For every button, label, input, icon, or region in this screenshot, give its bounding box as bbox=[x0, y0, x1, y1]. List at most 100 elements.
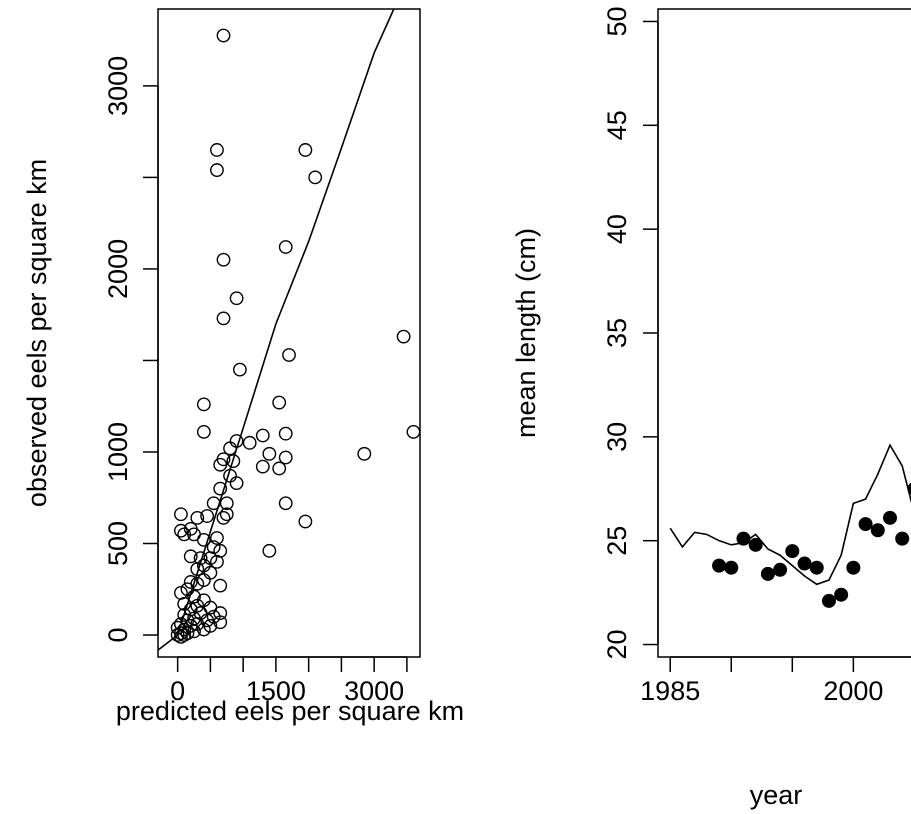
right-predicted-line-path bbox=[669, 443, 911, 586]
left-data-point bbox=[180, 626, 195, 641]
left-data-point bbox=[213, 481, 228, 496]
left-reference-curve bbox=[158, 9, 395, 652]
left-y-tick-label: 3000 bbox=[103, 56, 133, 116]
right-data-point bbox=[748, 537, 763, 552]
left-data-point bbox=[223, 441, 237, 456]
left-data-point bbox=[183, 575, 198, 589]
left-data-point bbox=[210, 163, 224, 177]
right-x-tick-label: 1985 bbox=[640, 676, 700, 706]
left-x-tick-label: 3000 bbox=[344, 676, 404, 706]
left-data-point bbox=[174, 507, 188, 522]
left-data-point bbox=[226, 454, 241, 469]
left-data-point bbox=[187, 624, 201, 639]
left-data-point bbox=[196, 573, 211, 588]
right-predicted-line bbox=[669, 443, 911, 586]
right-data-point bbox=[870, 523, 885, 538]
left-data-point bbox=[282, 348, 296, 362]
left-data-point bbox=[278, 426, 293, 441]
left-y-tick-label: 500 bbox=[103, 521, 133, 566]
left-data-point bbox=[216, 252, 231, 267]
left-data-point bbox=[216, 510, 231, 525]
left-data-point bbox=[255, 459, 270, 474]
left-data-point bbox=[196, 532, 211, 547]
right-x-tick-label: 2000 bbox=[823, 676, 883, 706]
left-data-point bbox=[210, 531, 224, 545]
left-data-point bbox=[262, 543, 277, 558]
left-data-point bbox=[272, 461, 287, 476]
left-data-point bbox=[216, 28, 231, 43]
left-data-point bbox=[177, 628, 192, 642]
left-data-point bbox=[196, 424, 211, 439]
left-data-point bbox=[213, 457, 228, 472]
left-data-point bbox=[213, 578, 228, 593]
left-data-point bbox=[196, 397, 211, 412]
right-data-point bbox=[834, 587, 849, 602]
left-data-point bbox=[278, 240, 293, 254]
left-data-point bbox=[210, 554, 224, 569]
right-data-point bbox=[895, 531, 910, 546]
left-data-point bbox=[262, 446, 277, 461]
left-data-point bbox=[170, 628, 185, 642]
left-data-point bbox=[174, 629, 188, 644]
left-data-point bbox=[357, 446, 372, 461]
left-data-point bbox=[229, 434, 244, 448]
left-data-point bbox=[213, 606, 228, 620]
right-data-point bbox=[724, 560, 739, 575]
left-data-point bbox=[272, 395, 287, 410]
left-data-point bbox=[308, 170, 323, 185]
left-data-point bbox=[213, 615, 228, 630]
right-y-axis-label: mean length (cm) bbox=[511, 228, 541, 438]
left-data-point bbox=[278, 450, 293, 465]
left-x-tick-label: 1500 bbox=[246, 676, 306, 706]
left-data-point bbox=[210, 143, 224, 157]
left-data-point bbox=[396, 329, 411, 344]
right-y-tick-label: 45 bbox=[602, 110, 632, 140]
left-data-point bbox=[203, 565, 218, 580]
right-data-point bbox=[760, 566, 775, 581]
left-axis-ticks: 0 1500 3000 0 500 1000 2000 3000 bbox=[103, 56, 408, 706]
left-data-point bbox=[190, 510, 205, 525]
left-data-point bbox=[206, 496, 221, 511]
left-scatter-panel: 0 1500 3000 0 500 1000 2000 3000 predicted eels… bbox=[22, 8, 464, 726]
left-data-point bbox=[298, 514, 313, 529]
right-data-point bbox=[712, 558, 727, 573]
left-reference-curve-path bbox=[158, 9, 395, 652]
left-data-point bbox=[229, 291, 244, 306]
left-data-point bbox=[255, 428, 270, 443]
right-data-point bbox=[907, 482, 911, 495]
left-data-point bbox=[174, 626, 188, 641]
right-data-point bbox=[809, 560, 824, 575]
left-data-points bbox=[170, 28, 421, 644]
right-y-tick-label: 40 bbox=[602, 214, 632, 244]
left-y-tick-label: 1000 bbox=[103, 422, 133, 482]
left-y-axis-label: observed eels per square km bbox=[22, 159, 52, 507]
right-data-points bbox=[712, 482, 911, 608]
left-x-axis-label: predicted eels per square km bbox=[116, 696, 464, 726]
left-data-point bbox=[187, 589, 201, 604]
right-data-point bbox=[858, 517, 873, 532]
right-x-axis-label: year bbox=[750, 780, 803, 810]
left-data-point bbox=[190, 598, 205, 613]
right-data-point bbox=[736, 531, 751, 546]
right-data-point bbox=[785, 544, 800, 559]
left-data-point bbox=[183, 549, 198, 564]
right-data-point bbox=[773, 562, 788, 577]
left-data-point bbox=[200, 509, 215, 523]
left-data-point bbox=[174, 523, 188, 538]
right-y-tick-label: 20 bbox=[602, 630, 632, 660]
right-axis-ticks: 1985 2000 20 25 30 35 40 45 50 bbox=[602, 6, 911, 706]
right-y-tick-label: 30 bbox=[602, 422, 632, 452]
right-data-point bbox=[797, 556, 812, 571]
right-data-point bbox=[883, 510, 897, 525]
right-y-tick-label: 50 bbox=[602, 6, 632, 36]
right-y-tick-label: 35 bbox=[602, 318, 632, 348]
left-data-point bbox=[219, 507, 234, 522]
left-data-point bbox=[203, 618, 218, 633]
right-data-point bbox=[846, 560, 861, 575]
left-y-tick-label: 2000 bbox=[103, 239, 133, 299]
left-data-point bbox=[278, 496, 293, 511]
left-data-point bbox=[177, 527, 192, 542]
left-data-point bbox=[406, 424, 421, 439]
right-y-tick-label: 25 bbox=[602, 526, 632, 556]
